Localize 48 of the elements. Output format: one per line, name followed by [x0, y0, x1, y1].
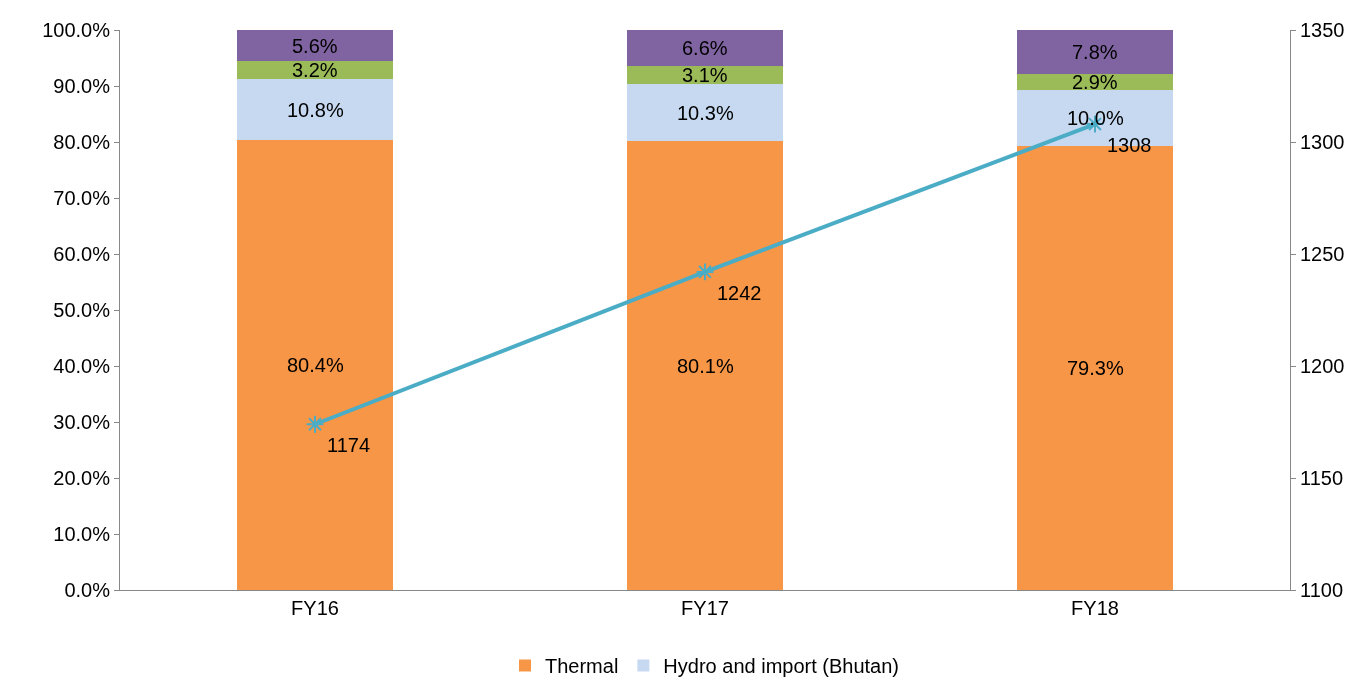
bar: [1017, 30, 1173, 74]
bar: [237, 139, 393, 590]
data-label: 5.6%: [292, 35, 338, 57]
x-tick-label: FY18: [1071, 597, 1119, 619]
x-tick-label: FY16: [291, 597, 339, 619]
y2-tick-label: 1100: [1300, 579, 1344, 601]
y-tick-label: 20.0%: [53, 467, 111, 489]
data-label: 80.4%: [287, 354, 344, 376]
data-label: 7.8%: [1072, 41, 1118, 63]
y-tick-label: 50.0%: [53, 299, 111, 321]
data-label: 1308: [1107, 134, 1152, 156]
y-tick-label: 100.0%: [42, 19, 111, 41]
data-label: 1242: [717, 282, 762, 304]
y2-tick-label: 1300: [1300, 131, 1345, 153]
y2-tick-label: 1350: [1300, 19, 1345, 41]
bar: [627, 30, 783, 67]
bar: [627, 66, 783, 84]
legend-label: Hydro and import (Bhutan): [663, 655, 900, 678]
bar: [237, 61, 393, 80]
data-label: 6.6%: [682, 37, 728, 59]
bar: [627, 83, 783, 142]
point: [695, 262, 715, 282]
y-tick-label: 60.0%: [53, 243, 111, 265]
y-tick-label: 80.0%: [53, 131, 111, 153]
y-tick-label: 0.0%: [64, 579, 111, 601]
data-label: 3.2%: [292, 59, 338, 81]
y-tick-label: 30.0%: [53, 411, 111, 433]
y-tick-label: 10.0%: [53, 523, 111, 545]
x-tick-label: FY17: [681, 597, 729, 619]
y2-tick-label: 1150: [1300, 467, 1344, 489]
y2-tick-label: 1200: [1300, 355, 1345, 377]
data-label: 2.9%: [1072, 71, 1118, 93]
data-label: 1174: [327, 434, 371, 456]
bar: [237, 30, 393, 62]
bar: [627, 141, 783, 590]
bar: [237, 79, 393, 140]
legend-label: Thermal: [545, 655, 619, 678]
y-tick-label: 40.0%: [53, 355, 111, 377]
data-label: 10.0%: [1067, 107, 1124, 129]
data-label: 10.3%: [677, 102, 734, 124]
data-label: 80.1%: [677, 355, 734, 377]
y2-tick-label: 1250: [1300, 243, 1345, 265]
data-label: 3.1%: [682, 64, 728, 86]
point: [305, 414, 325, 434]
data-label: 79.3%: [1067, 357, 1124, 379]
data-label: 10.8%: [287, 99, 344, 121]
y-tick-label: 70.0%: [53, 187, 111, 209]
y-tick-label: 90.0%: [53, 75, 111, 97]
